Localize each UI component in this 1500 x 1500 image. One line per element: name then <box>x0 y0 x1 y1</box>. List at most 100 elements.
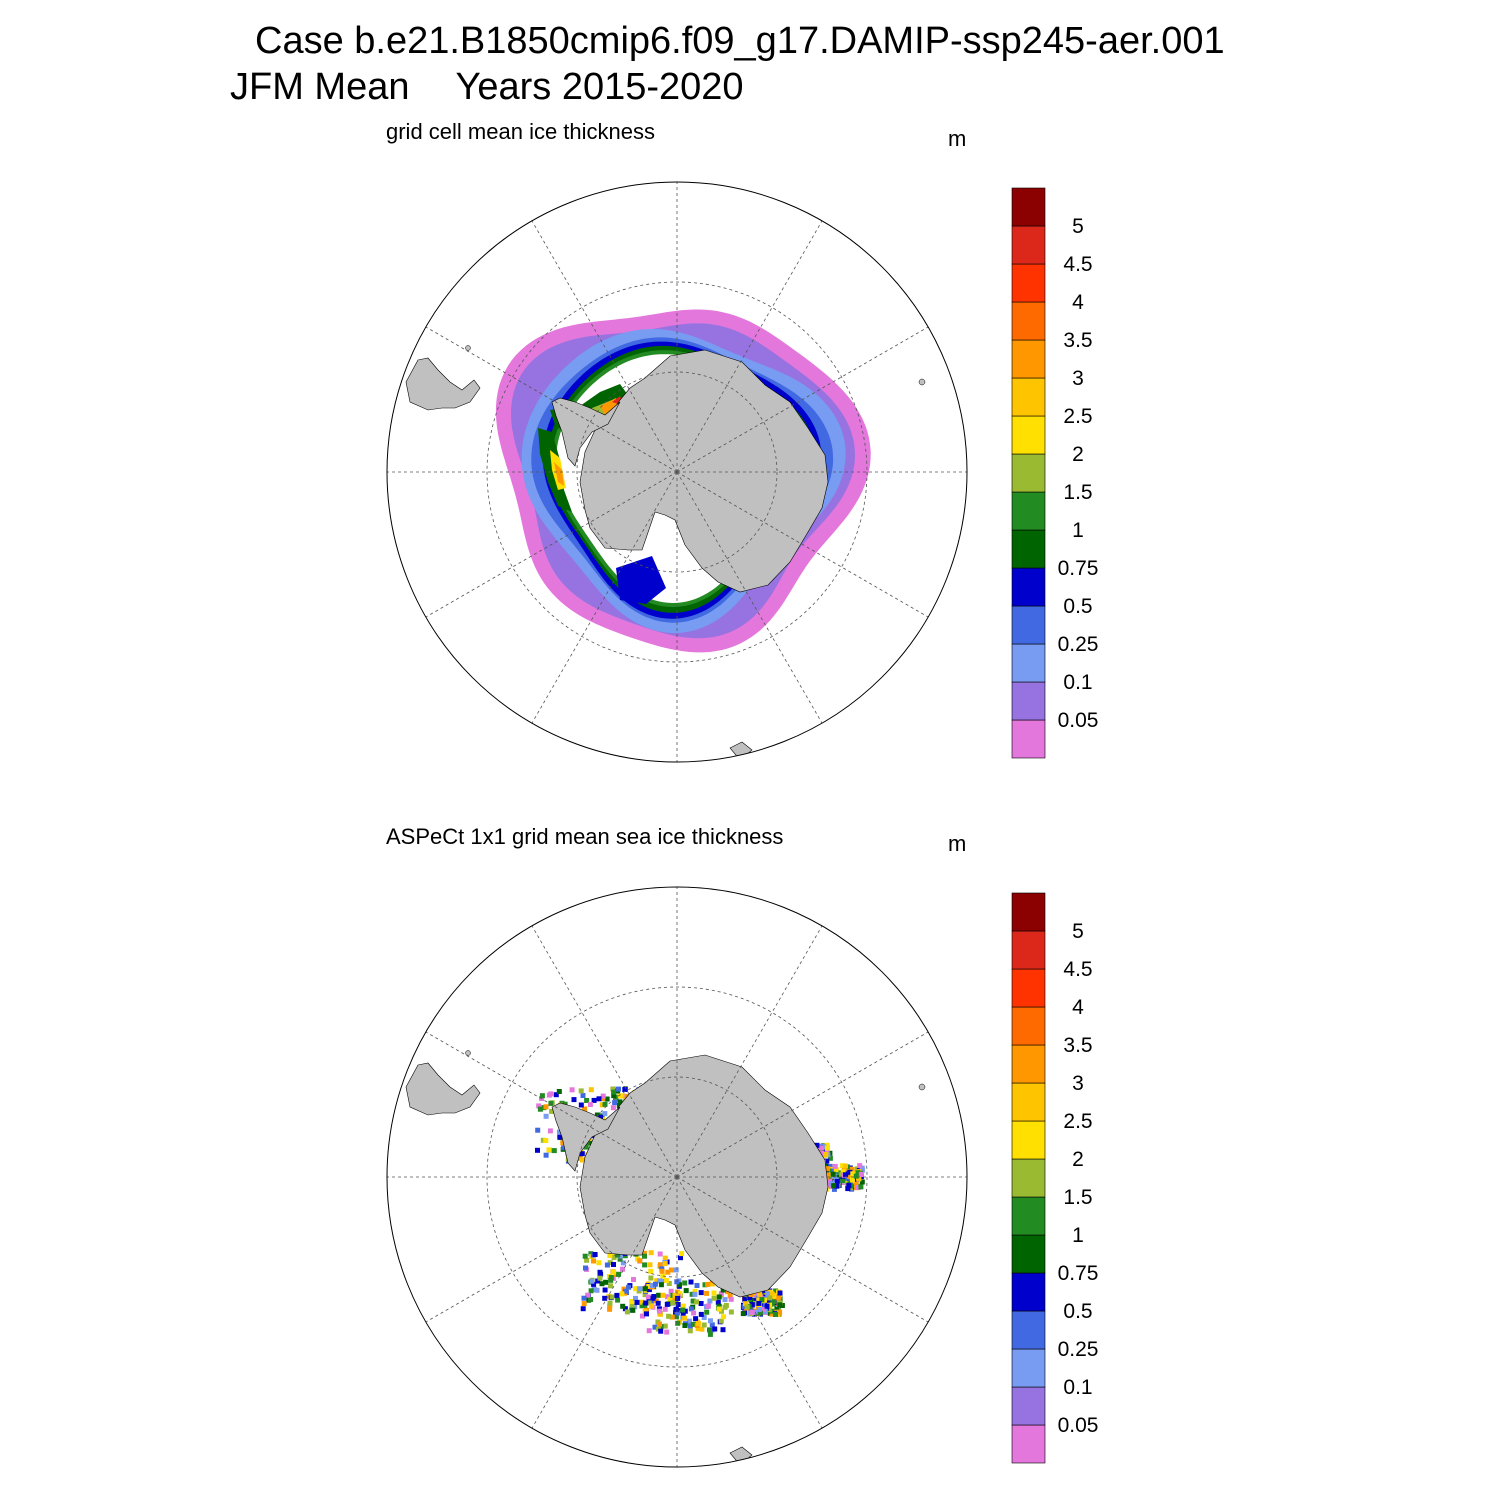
panel-2-obs-cell-139 <box>548 1091 554 1097</box>
panel-2-obs-cell-1081 <box>642 1286 648 1292</box>
panel-2-obs-cell-968 <box>607 1306 613 1312</box>
panel-1-colorbar-tick-label-5: 1 <box>1072 519 1084 542</box>
panel-2-obs-cell-966 <box>634 1299 640 1305</box>
panel-2-obs-cell-1096 <box>728 1296 734 1302</box>
panel-2-obs-cell-106 <box>578 1088 584 1094</box>
panel-2-colorbar-swatch-14 <box>1011 892 1046 932</box>
panel-2-obs-cell-1023 <box>646 1300 652 1306</box>
panel-2-obs-cell-959 <box>603 1279 609 1285</box>
panel-2-obs-cell-1220 <box>758 1294 764 1300</box>
panel-1-map-layers <box>405 309 926 761</box>
panel-2-obs-cell-917 <box>648 1275 654 1281</box>
panel-2-colorbar-swatch-12 <box>1011 968 1046 1008</box>
panel-2-obs-cell-833 <box>853 1173 859 1179</box>
panel-2-obs-cell-932 <box>641 1250 647 1256</box>
panel-2-obs-cell-975 <box>583 1265 588 1271</box>
panel-2-obs-cell-1194 <box>753 1300 758 1306</box>
panel-2-title: ASPeCt 1x1 grid mean sea ice thickness <box>386 824 784 849</box>
panel-2-obs-cell-755 <box>840 1163 846 1169</box>
panel-1-colorbar-swatch-6 <box>1011 491 1046 531</box>
panel-2-obs-cell-974 <box>630 1307 636 1313</box>
panel-2-colorbar-swatch-9 <box>1011 1082 1046 1122</box>
panel-2-obs-cell-947 <box>615 1252 621 1258</box>
panel-2-obs-cell-798 <box>855 1185 861 1190</box>
panel-2-obs-cell-1097 <box>712 1326 718 1332</box>
panel-2-obs-cell-953 <box>663 1278 669 1283</box>
panel-2-obs-cell-952 <box>592 1252 598 1257</box>
panel-1-colorbar-tick-label-11: 4 <box>1072 291 1084 314</box>
panel-2-meridian-10 <box>676 1176 823 1429</box>
panel-2-obs-cell-1212 <box>773 1293 779 1299</box>
panel-2-obs-cell-1052 <box>664 1329 670 1335</box>
panel-2-obs-cell-1116 <box>711 1295 717 1301</box>
panel-2-obs-cell-1045 <box>687 1323 693 1329</box>
panel-1-colorbar-swatch-9 <box>1011 377 1046 417</box>
panel-2-obs-cell-1104 <box>643 1300 649 1306</box>
panel-1-colorbar-tick-label-6: 1.5 <box>1063 481 1092 504</box>
panel-2-obs-cell-340 <box>611 1093 617 1099</box>
panel-2-obs-cell-1229 <box>760 1306 766 1312</box>
panel-2-polar-map <box>380 875 980 1475</box>
panel-2-obs-cell-965 <box>667 1296 673 1302</box>
panel-2-obs-cell-903 <box>580 1306 586 1312</box>
panel-2-obs-cell-83 <box>569 1087 575 1093</box>
panel-1-colorbar-swatch-8 <box>1011 415 1046 455</box>
panel-2-latitude-circle-1 <box>486 986 868 1368</box>
panel-2-obs-cell-785 <box>853 1181 859 1187</box>
panel-2-obs-cell-1072 <box>657 1278 663 1284</box>
panel-2-obs-cell-775 <box>824 1166 830 1172</box>
panel-2-obs-cell-963 <box>620 1266 625 1272</box>
panel-1-meridian-11 <box>676 471 929 618</box>
panel-2-obs-cell-1061 <box>670 1300 676 1306</box>
panel-2-colorbar-tick-label-7: 2 <box>1072 1148 1084 1171</box>
panel-2-obs-cell-856 <box>591 1287 597 1292</box>
panel-2-obs-cell-1020 <box>660 1292 666 1298</box>
panel-2-obs-cell-1107 <box>691 1310 697 1316</box>
panel-2-obs-cell-989 <box>654 1278 660 1284</box>
panel-2-obs-cell-1252 <box>777 1290 783 1296</box>
panel-2-meridian-8 <box>531 1176 678 1429</box>
panel-1-title: grid cell mean ice thickness <box>386 119 656 144</box>
panel-2-obs-cell-130 <box>587 1102 593 1107</box>
panel-1-latitude-circle-1 <box>486 281 868 663</box>
panel-1-colorbar-swatch-13 <box>1011 225 1046 265</box>
panel-2-obs-cell-284 <box>610 1105 616 1111</box>
panel-1-colorbar-tick-label-0: 0.05 <box>1058 709 1099 732</box>
panel-2-colorbar-swatch-4 <box>1011 1272 1046 1312</box>
panel-2-obs-cell-1174 <box>773 1288 779 1294</box>
panel-2-obs-cell-613 <box>824 1158 830 1164</box>
panel-2-obs-cell-934 <box>617 1253 623 1259</box>
panel-2-obs-cell-64 <box>557 1134 563 1140</box>
panel-2-obs-cell-984 <box>722 1297 728 1303</box>
panel-2-obs-cell-860 <box>642 1292 648 1298</box>
panel-2-colorbar-swatch-0 <box>1011 1424 1046 1464</box>
panel-2-obs-cell-1073 <box>646 1328 652 1334</box>
panel-2-obs-cell-732 <box>849 1167 855 1173</box>
panel-2-obs-cell-1162 <box>774 1304 780 1310</box>
panel-2-obs-cell-1062 <box>662 1323 668 1329</box>
panel-1-meridian-1 <box>676 326 929 473</box>
panel-2-obs-cell-823 <box>840 1178 846 1183</box>
panel-1-colorbar-tick-label-4: 0.75 <box>1058 557 1099 580</box>
panel-2-obs-cell-1201 <box>742 1296 748 1302</box>
panel-2-obs-cell-1237 <box>767 1302 773 1308</box>
panel-2-map-border <box>386 886 968 1468</box>
panel-2-colorbar-tick-label-10: 3.5 <box>1063 1034 1092 1057</box>
panel-2-obs-cell-1027 <box>644 1311 649 1317</box>
panel-2-obs-cell-234 <box>602 1111 608 1117</box>
panel-2-colorbar-swatch-7 <box>1011 1158 1046 1198</box>
panel-2-obs-cell-941 <box>604 1262 610 1268</box>
panel-2-obs-cell-911 <box>598 1271 604 1277</box>
panel-2-obs-cell-892 <box>668 1288 674 1294</box>
panel-2-obs-cell-1185 <box>766 1307 772 1313</box>
panel-2-obs-cell-1087 <box>657 1321 662 1327</box>
panel-2-obs-cell-837 <box>830 1171 836 1177</box>
panel-2-obs-cell-1042 <box>682 1280 688 1286</box>
panel-2-obs-cell-972 <box>597 1275 603 1281</box>
panel-2-colorbar-swatch-5 <box>1011 1234 1046 1274</box>
panel-2-obs-cell-1250 <box>767 1295 773 1301</box>
panel-2-obs-cell-853 <box>611 1254 617 1260</box>
panel-2-obs-cell-262 <box>579 1157 585 1163</box>
panel-2-obs-cell-807 <box>850 1171 856 1177</box>
panel-1-colorbar-tick-label-3: 0.5 <box>1063 595 1092 618</box>
